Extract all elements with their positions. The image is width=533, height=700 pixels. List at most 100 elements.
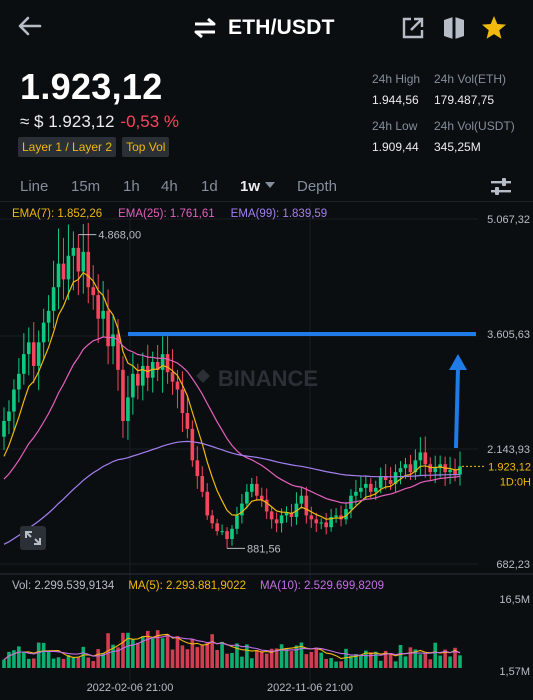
candle-body	[324, 522, 328, 528]
tab-15m[interactable]: 15m	[71, 178, 101, 195]
volume-bar	[383, 650, 388, 668]
candle-body	[428, 464, 433, 473]
countdown-label: 1D:0H	[500, 476, 531, 488]
price-axis-label: 682,23	[496, 559, 530, 571]
volume-bar	[22, 652, 26, 668]
stat-24h-vol-quote: 24h Vol(USDT) 345,25M	[434, 119, 515, 154]
candle-body	[26, 342, 31, 355]
volume-bar	[329, 657, 333, 668]
arrow-left-icon[interactable]	[14, 12, 46, 40]
star-icon[interactable]	[480, 14, 508, 42]
candle-body	[165, 354, 170, 373]
volume-bar	[175, 636, 180, 668]
stat-value: 1.944,56	[372, 93, 419, 107]
tag-layer[interactable]: Layer 1 / Layer 2	[18, 137, 117, 157]
stat-label: 24h Low	[372, 119, 418, 133]
volume-bar	[51, 658, 56, 668]
price-subline: ≈ $ 1.923,12 -0,53 %	[20, 112, 179, 132]
watermark-text: BINANCE	[218, 366, 318, 391]
pair-title: ETH/USDT	[228, 16, 335, 39]
volume-bar	[205, 642, 210, 668]
annotation-arrow-shaft	[454, 367, 460, 449]
expand-icon[interactable]	[20, 526, 46, 550]
candle-body	[76, 247, 81, 272]
candle-body	[126, 397, 130, 421]
volume-bar	[12, 650, 16, 668]
volume-bar	[81, 646, 86, 668]
x-axis-label: 2022-11-06 21:00	[267, 682, 353, 694]
volume-bar	[259, 651, 264, 668]
candle-body	[190, 428, 195, 461]
tab-1w[interactable]: 1w	[240, 178, 276, 195]
candle-body	[289, 513, 294, 517]
ema25-label: EMA(25): 1.761,61	[118, 208, 215, 220]
x-axis-label: 2022-02-06 21:00	[87, 682, 174, 694]
candle-body	[393, 472, 398, 484]
volume-bar	[31, 658, 36, 668]
volume-bar	[349, 655, 353, 668]
ema99-line	[3, 440, 461, 545]
volume-bar	[56, 657, 61, 668]
tab-4h[interactable]: 4h	[161, 178, 178, 195]
candle-body	[368, 483, 373, 492]
volume-bar	[145, 630, 150, 668]
candle-body	[304, 495, 309, 516]
tab-depth[interactable]: Depth	[297, 178, 338, 195]
candle-body	[423, 452, 428, 465]
stat-label: 24h Vol(ETH)	[434, 72, 507, 86]
candle-body	[254, 483, 259, 496]
volume-bar	[264, 653, 269, 668]
candle-body	[378, 476, 383, 488]
volume-bar	[76, 657, 81, 668]
vol-label: Vol: 2.299.539,9134	[12, 580, 115, 592]
candle-body	[408, 464, 413, 473]
share-icon[interactable]	[399, 14, 427, 42]
tag-top-vol[interactable]: Top Vol	[122, 137, 170, 157]
volume-bar	[36, 642, 41, 668]
candle-body	[309, 515, 314, 520]
candle-body	[433, 468, 438, 473]
tab-line[interactable]: Line	[20, 178, 49, 195]
candle-body	[403, 464, 408, 469]
candle-body	[245, 491, 249, 504]
volume-bar	[86, 657, 91, 668]
volume-bar	[240, 656, 244, 668]
volume-bar	[418, 654, 423, 668]
stat-value: 179.487,75	[434, 93, 495, 107]
volume-bar	[413, 649, 418, 668]
ema99-label: EMA(99): 1.839,59	[230, 208, 328, 220]
volume-bar	[279, 644, 284, 668]
book-icon[interactable]	[440, 14, 468, 42]
tab-1h[interactable]: 1h	[123, 178, 140, 195]
candle-body	[299, 495, 304, 504]
volume-ma10-line	[3, 634, 461, 661]
candle-body	[230, 528, 234, 539]
candle-body	[81, 251, 86, 272]
volume-bar	[378, 660, 383, 668]
timeframe-bar: Line 15m 1h 4h 1d 1w Depth	[0, 172, 533, 202]
volume-bar	[170, 649, 175, 668]
ema7-line	[3, 271, 461, 520]
volume-bar	[453, 647, 457, 668]
candle-body	[274, 519, 279, 524]
volume-bar	[41, 642, 46, 668]
ema-legend: EMA(7): 1.852,26 EMA(25): 1.761,61 EMA(9…	[12, 208, 327, 220]
volume-bar	[210, 634, 214, 668]
stat-label: 24h Vol(USDT)	[434, 119, 515, 133]
volume-bar	[368, 652, 373, 668]
volume-bar	[111, 644, 115, 668]
candle-body	[344, 509, 348, 520]
volume-bar	[215, 649, 219, 668]
candle-body	[96, 295, 100, 319]
tab-1d[interactable]: 1d	[201, 178, 218, 195]
volume-bar	[334, 661, 338, 668]
settings-sliders-icon[interactable]	[489, 176, 513, 198]
candle-body	[453, 469, 457, 475]
current-price-label: 1.923,12	[488, 461, 531, 473]
volume-bar	[200, 644, 205, 668]
candle-body	[7, 411, 11, 421]
last-price: 1.923,12	[20, 66, 163, 107]
pair-selector[interactable]: ETH/USDT	[192, 14, 335, 42]
candle-body	[111, 334, 115, 347]
